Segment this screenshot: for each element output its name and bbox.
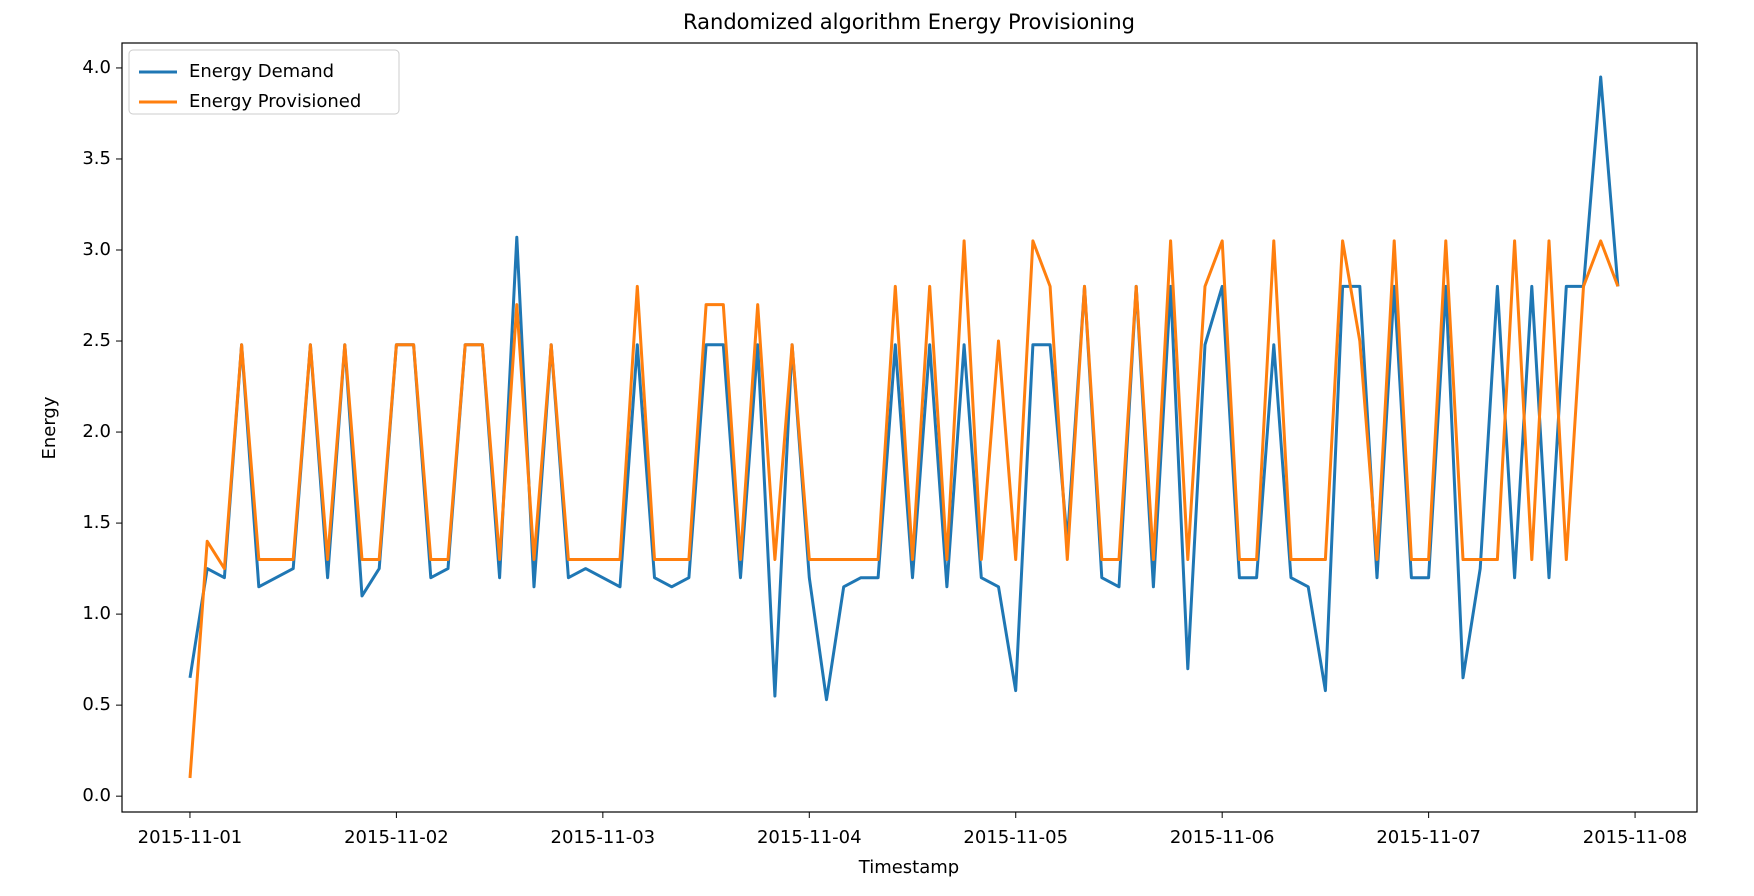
y-tick-label: 4.0	[82, 57, 111, 78]
y-tick-label: 3.5	[82, 148, 111, 169]
chart-title: Randomized algorithm Energy Provisioning	[683, 10, 1135, 34]
x-tick-label: 2015-11-08	[1583, 827, 1688, 848]
y-tick-label: 0.0	[82, 785, 111, 806]
data-line	[188, 239, 1620, 779]
x-tick-label: 2015-11-06	[1170, 827, 1275, 848]
legend-label: Energy Provisioned	[189, 91, 361, 112]
plot-frame	[121, 42, 1698, 813]
x-tick-label: 2015-11-05	[963, 827, 1068, 848]
data-line	[188, 75, 1620, 702]
y-tick-label: 3.0	[82, 239, 111, 260]
y-axis-label: Energy	[39, 396, 60, 459]
y-tick-label: 1.0	[82, 603, 111, 624]
x-tick-label: 2015-11-07	[1376, 827, 1481, 848]
y-tick-label: 0.5	[82, 694, 111, 715]
y-tick-label: 2.0	[82, 421, 111, 442]
x-axis-label: Timestamp	[858, 857, 959, 878]
x-tick-label: 2015-11-02	[344, 827, 449, 848]
legend-box	[128, 49, 400, 115]
x-tick-label: 2015-11-04	[757, 827, 862, 848]
y-tick-label: 1.5	[82, 512, 111, 533]
legend-label: Energy Demand	[189, 61, 334, 82]
y-tick-label: 2.5	[82, 330, 111, 351]
x-tick-label: 2015-11-03	[551, 827, 656, 848]
x-tick-label: 2015-11-01	[138, 827, 243, 848]
